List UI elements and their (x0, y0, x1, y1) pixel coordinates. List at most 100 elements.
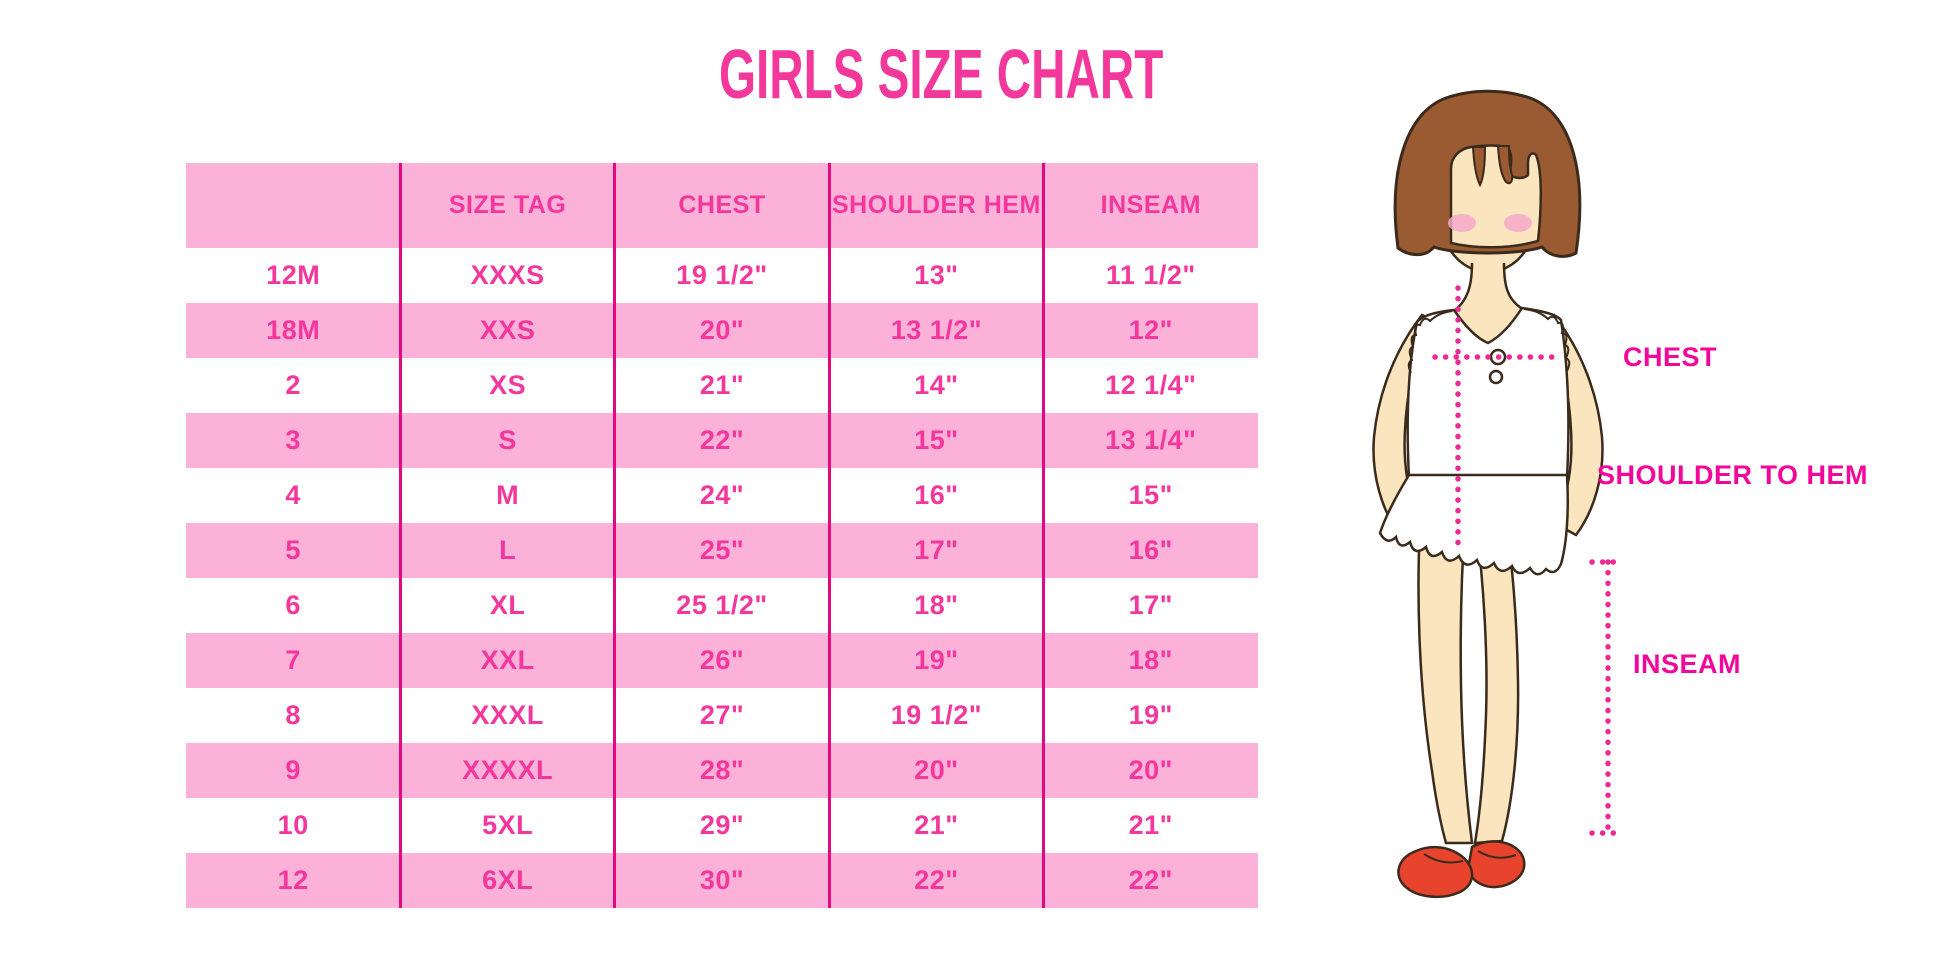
chest-cell: 25 1/2" (676, 590, 768, 620)
header-cell-size-tag: SIZE TAG (400, 163, 615, 248)
inseam-label: INSEAM (1633, 649, 1742, 679)
shoulder-hem-cell: 13 1/2" (829, 303, 1044, 358)
size-cell: 5 (186, 523, 401, 578)
shoulder-hem-cell: 20" (829, 743, 1044, 798)
chest-cell: 22" (614, 413, 830, 468)
size-cell: 4 (285, 480, 301, 510)
left-shoulder-ruffle (1407, 310, 1453, 374)
size-table: SIZE TAG CHEST SHOULDER HEM INSEAM 12M X… (186, 163, 1258, 908)
table-row: 4 M 24" 16" 15" (186, 468, 1258, 523)
size-cell: 6 (285, 590, 301, 620)
right-leg (1473, 521, 1520, 845)
size-cell: 3 (186, 413, 401, 468)
size-tag-cell: S (400, 413, 615, 468)
table-row: 12 6XL 30" 22" 22" (186, 853, 1258, 908)
bang-strand-icon (1471, 146, 1487, 188)
size-tag-cell: M (496, 480, 520, 510)
neck-outline (1502, 262, 1522, 310)
inseam-cell: 21" (1128, 810, 1173, 840)
shoulder-to-hem-label: SHOULDER TO HEM (1597, 460, 1869, 490)
table-row: 3 S 22" 15" 13 1/4" (186, 413, 1258, 468)
size-tag-cell: XL (489, 590, 526, 620)
inseam-cell: 18" (1043, 633, 1258, 688)
size-tag-cell: XS (489, 370, 527, 400)
inseam-cell: 12" (1043, 303, 1258, 358)
size-tag-cell: XXS (400, 303, 615, 358)
shoulder-hem-cell: 16" (914, 480, 959, 510)
page-title: GIRLS SIZE CHART (719, 35, 1164, 113)
column-divider (613, 163, 617, 908)
size-tag-cell: 5XL (482, 810, 534, 840)
table-row: 7 XXL 26" 19" 18" (186, 633, 1258, 688)
shoulder-hem-cell: 14" (914, 370, 959, 400)
table-row: 8 XXXL 27" 19 1/2" 19" (186, 688, 1258, 743)
inseam-cell: 13 1/4" (1043, 413, 1258, 468)
right-shoe-strap (1477, 850, 1517, 859)
column-divider (827, 163, 831, 908)
header-cell-chest: CHEST (614, 163, 830, 248)
left-blush (1448, 214, 1476, 232)
column-divider (398, 163, 402, 908)
inseam-cell: 22" (1043, 853, 1258, 908)
forehead (1449, 144, 1543, 249)
inseam-cell: 20" (1043, 743, 1258, 798)
size-cell: 9 (186, 743, 401, 798)
bang-strand-icon (1496, 145, 1514, 185)
table-row: 12M XXXS 19 1/2" 13" 11 1/2" (186, 248, 1258, 303)
size-tag-cell: XXXL (471, 700, 544, 730)
chest-cell: 20" (614, 303, 830, 358)
left-leg (1417, 521, 1474, 845)
girl-illustration (1372, 89, 1625, 899)
shoulder-hem-cell: 15" (829, 413, 1044, 468)
table-header-row: SIZE TAG CHEST SHOULDER HEM INSEAM (186, 163, 1258, 248)
chest-cell: 27" (699, 700, 745, 730)
header-cell-blank (186, 163, 401, 248)
size-cell: 12 (186, 853, 401, 908)
ruffle-skirt (1378, 473, 1569, 576)
inseam-cell: 11 1/2" (1105, 260, 1196, 290)
size-cell: 8 (285, 700, 301, 730)
size-tag-cell: XXXXL (400, 743, 615, 798)
shoulder-hem-cell: 19" (829, 633, 1044, 688)
size-cell: 10 (277, 810, 309, 840)
header-cell-shoulder-hem: SHOULDER HEM (829, 163, 1044, 248)
table-row: 6 XL 25 1/2" 18" 17" (186, 578, 1258, 633)
size-tag-cell: 6XL (400, 853, 615, 908)
inseam-cell: 19" (1128, 700, 1173, 730)
inseam-cell: 15" (1128, 480, 1173, 510)
chest-cell: 21" (699, 370, 745, 400)
right-shoe (1466, 840, 1526, 889)
table-row: 9 XXXXL 28" 20" 20" (186, 743, 1258, 798)
size-cell: 18M (186, 303, 401, 358)
chest-cell: 29" (699, 810, 745, 840)
button-icon (1488, 369, 1504, 385)
chest-label: CHEST (1623, 342, 1718, 372)
table-row: 10 5XL 29" 21" 21" (186, 798, 1258, 853)
size-tag-cell: L (400, 523, 615, 578)
table-row: 5 L 25" 17" 16" (186, 523, 1258, 578)
chest-cell: 28" (614, 743, 830, 798)
header-cell-inseam: INSEAM (1043, 163, 1258, 248)
chest-cell: 26" (614, 633, 830, 688)
size-tag-cell: XXL (400, 633, 615, 688)
inseam-cell: 12 1/4" (1105, 370, 1197, 400)
size-cell: 2 (285, 370, 301, 400)
shoulder-hem-cell: 22" (829, 853, 1044, 908)
right-shoulder-ruffle (1523, 308, 1571, 372)
column-divider (1042, 163, 1046, 908)
size-tag-cell: XXXS (470, 260, 545, 290)
chest-cell: 30" (614, 853, 830, 908)
table-row: 2 XS 21" 14" 12 1/4" (186, 358, 1258, 413)
table-row: 18M XXS 20" 13 1/2" 12" (186, 303, 1258, 358)
shoulder-hem-cell: 17" (829, 523, 1044, 578)
size-cell: 12M (266, 260, 321, 290)
inseam-cell: 17" (1128, 590, 1173, 620)
shoulder-hem-cell: 21" (914, 810, 959, 840)
shoulder-hem-cell: 13" (914, 260, 959, 290)
chest-cell: 19 1/2" (676, 260, 768, 290)
size-cell: 7 (186, 633, 401, 688)
right-blush (1504, 214, 1532, 232)
shoulder-hem-cell: 19 1/2" (890, 700, 983, 730)
chest-cell: 25" (614, 523, 830, 578)
